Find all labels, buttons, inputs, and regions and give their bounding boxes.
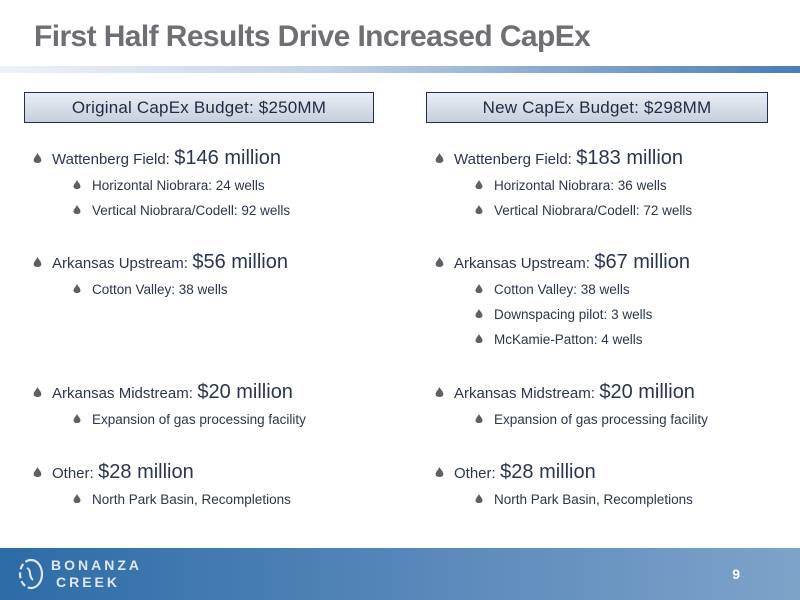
budget-item: Arkansas Upstream: $56 million Cotton Va… [24,251,374,299]
flame-bullet-icon [435,153,444,163]
sub-item-text: Expansion of gas processing facility [494,412,708,427]
budget-line: Arkansas Upstream: $67 million [426,251,768,274]
sub-item: Vertical Niobrara/Codell: 92 wells [24,202,374,220]
page-number: 9 [732,566,740,582]
flame-bullet-icon [33,153,42,163]
budget-item: Other: $28 million North Park Basin, Rec… [24,461,374,509]
sub-item: Vertical Niobrara/Codell: 72 wells [426,202,768,220]
sub-item-text: Cotton Valley: 38 wells [92,282,228,297]
logo-text-creek: CREEK [56,574,121,590]
footer-bar: BONANZA CREEK 9 [0,548,800,600]
sub-item-text: Downspacing pilot: 3 wells [494,307,653,322]
sub-item-text: Horizontal Niobrara: 24 wells [92,178,265,193]
sub-item: Cotton Valley: 38 wells [426,281,768,299]
sub-item-text: North Park Basin, Recompletions [92,492,291,507]
budget-line: Other: $28 million [426,461,768,484]
budget-line-label: Arkansas Midstream: [52,385,193,402]
budget-line: Wattenberg Field: $183 million [426,147,768,170]
budget-line-label: Arkansas Upstream: [52,255,188,272]
sub-item-text: McKamie-Patton: 4 wells [494,332,643,347]
budget-line-label: Wattenberg Field: [454,151,572,168]
flame-bullet-icon [33,387,42,397]
sub-item: Expansion of gas processing facility [24,411,374,429]
flame-bullet-icon [475,284,483,294]
budget-line-label: Other: [454,465,496,482]
budget-line: Other: $28 million [24,461,374,484]
budget-line-amount: $56 million [192,251,288,273]
flame-bullet-icon [73,180,81,190]
budget-item: Arkansas Upstream: $67 million Cotton Va… [426,251,768,349]
sub-item: Cotton Valley: 38 wells [24,281,374,299]
flame-bullet-icon [475,414,483,424]
budget-item: Arkansas Midstream: $20 million Expansio… [24,381,374,429]
budget-line-amount: $28 million [98,461,194,483]
flame-bullet-icon [435,387,444,397]
sub-item-text: North Park Basin, Recompletions [494,492,693,507]
flame-bullet-icon [73,284,81,294]
sub-item: Expansion of gas processing facility [426,411,768,429]
sub-item: Downspacing pilot: 3 wells [426,306,768,324]
flame-bullet-icon [475,334,483,344]
sub-item: McKamie-Patton: 4 wells [426,331,768,349]
flame-bullet-icon [475,205,483,215]
budget-line: Arkansas Midstream: $20 million [426,381,768,404]
budget-line-label: Wattenberg Field: [52,151,170,168]
budget-line-label: Arkansas Upstream: [454,255,590,272]
new-budget-header: New CapEx Budget: $298MM [426,92,768,123]
flame-bullet-icon [435,467,444,477]
budget-item: Other: $28 million North Park Basin, Rec… [426,461,768,509]
original-budget-column: Original CapEx Budget: $250MM Wattenberg… [24,92,374,532]
budget-line-amount: $146 million [174,147,282,169]
flame-bullet-icon [475,309,483,319]
budget-line-amount: $183 million [576,147,684,169]
logo-text-bonanza: BONANZA [51,557,142,573]
flame-bullet-icon [73,414,81,424]
flame-bullet-icon [475,180,483,190]
budget-line: Wattenberg Field: $146 million [24,147,374,170]
budget-line-amount: $20 million [197,381,293,403]
title-divider [0,66,800,73]
sub-item-text: Expansion of gas processing facility [92,412,306,427]
flame-bullet-icon [73,205,81,215]
sub-item-text: Cotton Valley: 38 wells [494,282,630,297]
budget-line-label: Other: [52,465,94,482]
sub-item-text: Vertical Niobrara/Codell: 92 wells [92,203,291,218]
budget-item: Arkansas Midstream: $20 million Expansio… [426,381,768,429]
flame-bullet-icon [33,257,42,267]
sub-item: North Park Basin, Recompletions [426,491,768,509]
original-budget-header: Original CapEx Budget: $250MM [24,92,374,123]
flame-bullet-icon [475,494,483,504]
sub-item-text: Horizontal Niobrara: 36 wells [494,178,667,193]
sub-item: North Park Basin, Recompletions [24,491,374,509]
flame-bullet-icon [33,467,42,477]
sub-item: Horizontal Niobrara: 36 wells [426,177,768,195]
budget-line-amount: $20 million [599,381,695,403]
budget-line: Arkansas Upstream: $56 million [24,251,374,274]
sub-item-text: Vertical Niobrara/Codell: 72 wells [494,203,693,218]
budget-line: Arkansas Midstream: $20 million [24,381,374,404]
budget-line-label: Arkansas Midstream: [454,385,595,402]
new-budget-column: New CapEx Budget: $298MM Wattenberg Fiel… [426,92,768,532]
budget-line-amount: $67 million [594,251,690,273]
budget-item: Wattenberg Field: $183 million Horizonta… [426,147,768,220]
bonanza-creek-logo-icon [18,558,44,590]
slide-title: First Half Results Drive Increased CapEx [34,20,591,53]
flame-bullet-icon [73,494,81,504]
budget-line-amount: $28 million [500,461,596,483]
budget-item: Wattenberg Field: $146 million Horizonta… [24,147,374,220]
company-logo: BONANZA CREEK [18,554,139,594]
sub-item: Horizontal Niobrara: 24 wells [24,177,374,195]
flame-bullet-icon [435,257,444,267]
